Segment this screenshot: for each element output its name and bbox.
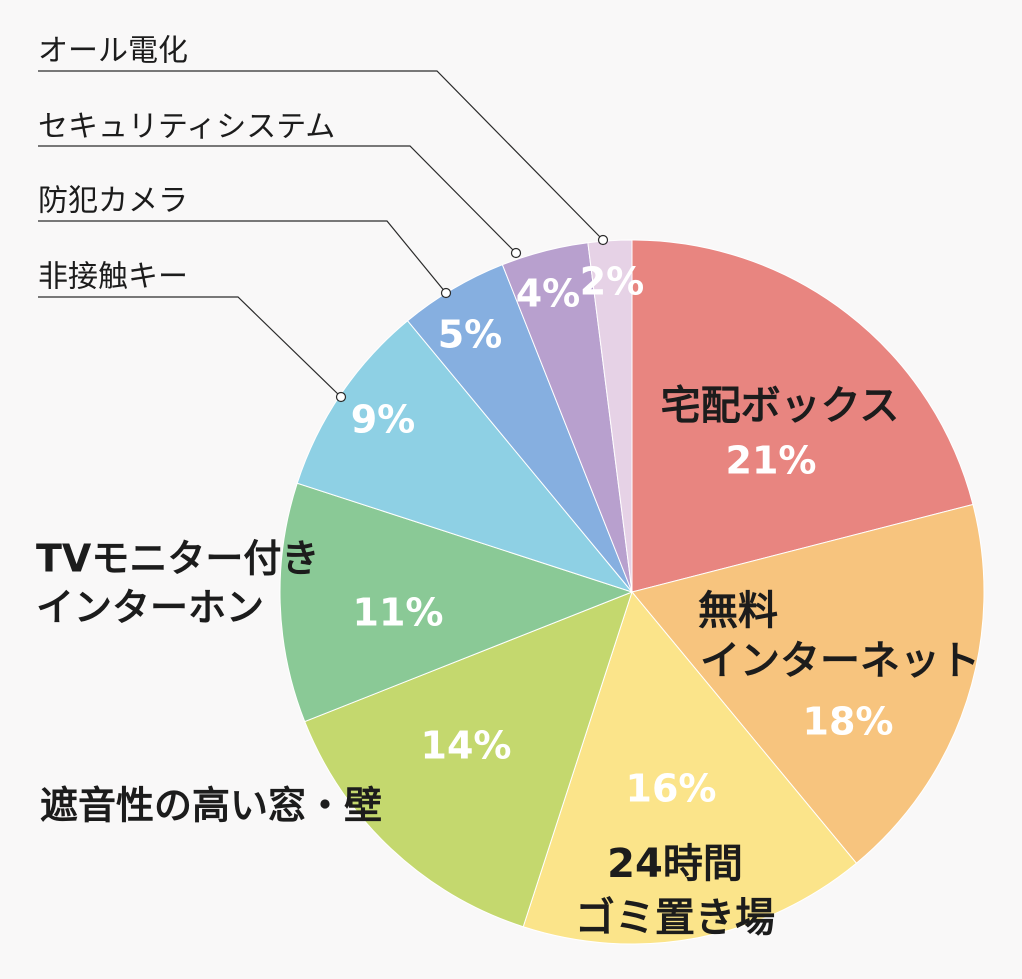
pct-label-home-delivery-box: 21% bbox=[726, 439, 817, 483]
pie-slice-all-electric bbox=[587, 239, 633, 593]
pie-slice-24h-garbage bbox=[522, 590, 858, 945]
leader-dot-security-system bbox=[510, 247, 522, 259]
leader-line-keyless-entry bbox=[38, 296, 342, 398]
leader-line-security-camera bbox=[38, 220, 447, 294]
pie-slice-soundproof-window bbox=[304, 591, 633, 928]
pct-label-intercom: 11% bbox=[353, 591, 444, 635]
pct-label-security-camera: 5% bbox=[438, 313, 503, 357]
pct-label-all-electric: 2% bbox=[580, 260, 645, 304]
pie-slice-free-internet bbox=[631, 503, 985, 864]
leader-line-all-electric bbox=[38, 70, 604, 241]
pct-label-24h-garbage: 16% bbox=[626, 767, 717, 811]
category-label-intercom-line2: インターホン bbox=[36, 586, 264, 630]
pie-slice-home-delivery-box bbox=[631, 239, 974, 593]
category-label-intercom-line1: TVモニター付き bbox=[36, 537, 319, 581]
leader-line-security-system bbox=[38, 145, 517, 254]
category-label-security-camera: 防犯カメラ bbox=[38, 184, 188, 219]
pct-label-free-internet: 18% bbox=[803, 700, 894, 744]
category-label-24h-garbage-line1: 24時間 bbox=[607, 841, 743, 887]
pct-label-security-system: 4% bbox=[516, 272, 581, 316]
pct-label-keyless-entry: 9% bbox=[351, 398, 416, 442]
category-label-24h-garbage-line2: ゴミ置き場 bbox=[575, 895, 775, 941]
category-label-home-delivery-box: 宅配ボックス bbox=[661, 383, 900, 429]
category-label-security-system: セキュリティシステム bbox=[38, 110, 335, 145]
category-label-free-internet-line2: インターネット bbox=[700, 638, 980, 684]
leader-dot-security-camera bbox=[440, 287, 452, 299]
pct-label-soundproof-window: 14% bbox=[421, 724, 512, 768]
pie-slice-intercom bbox=[279, 482, 634, 723]
leader-dot-keyless-entry bbox=[335, 391, 347, 403]
category-label-soundproof-window: 遮音性の高い窓・壁 bbox=[40, 784, 382, 828]
leader-dot-all-electric bbox=[597, 234, 609, 246]
category-label-all-electric: オール電化 bbox=[38, 34, 188, 69]
category-label-free-internet-line1: 無料 bbox=[698, 588, 778, 634]
category-label-keyless-entry: 非接触キー bbox=[38, 260, 188, 295]
